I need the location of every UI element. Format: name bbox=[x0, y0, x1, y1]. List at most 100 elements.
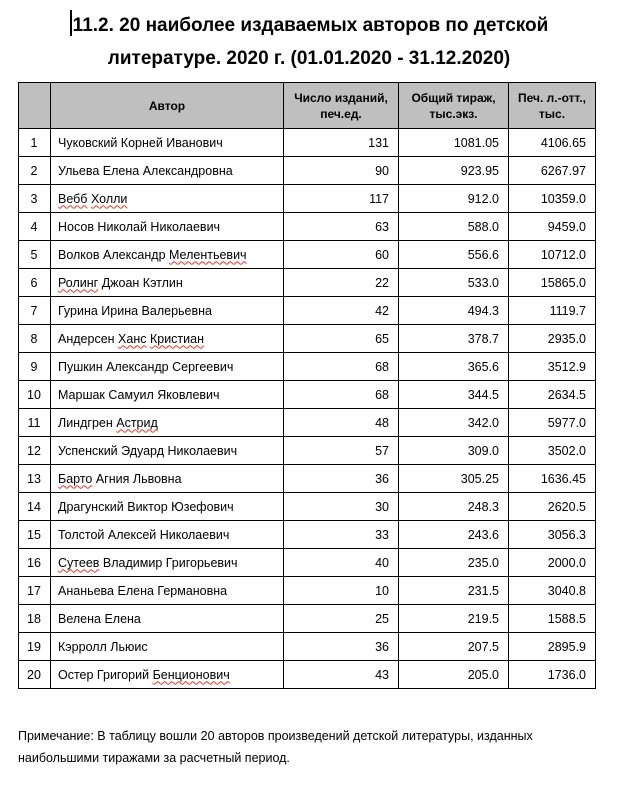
row-rank: 7 bbox=[18, 296, 51, 325]
misspelled-word: Барто bbox=[58, 471, 93, 486]
printed-sheets-cell: 3512.9 bbox=[508, 352, 596, 381]
header-editions: Число изданий, печ.ед. bbox=[283, 82, 399, 129]
editions-count-cell: 10 bbox=[283, 576, 399, 605]
title-text: 11.2. 20 наиболее издаваемых авторов по … bbox=[72, 15, 549, 69]
authors-table: Автор Число изданий, печ.ед. Общий тираж… bbox=[18, 82, 596, 689]
row-rank: 11 bbox=[18, 408, 51, 437]
misspelled-word: Холли bbox=[90, 191, 128, 206]
circulation-cell: 248.3 bbox=[398, 492, 509, 521]
row-rank: 20 bbox=[18, 660, 51, 689]
header-circulation: Общий тираж, тыс.экз. bbox=[398, 82, 509, 129]
author-name-cell: Ульева Елена Александровна bbox=[50, 156, 284, 185]
row-rank: 9 bbox=[18, 352, 51, 381]
editions-count-cell: 33 bbox=[283, 520, 399, 549]
header-rank bbox=[18, 82, 51, 129]
author-name-cell: Пушкин Александр Сергеевич bbox=[50, 352, 284, 381]
printed-sheets-cell: 3040.8 bbox=[508, 576, 596, 605]
circulation-cell: 235.0 bbox=[398, 548, 509, 577]
author-name-text: Линдгрен bbox=[58, 415, 117, 430]
table-row: 18 Велена Елена 25 219.5 1588.5 bbox=[18, 604, 596, 633]
circulation-cell: 219.5 bbox=[398, 604, 509, 633]
header-author: Автор bbox=[50, 82, 284, 129]
misspelled-word: Вебб bbox=[58, 191, 88, 206]
editions-count-cell: 43 bbox=[283, 660, 399, 689]
printed-sheets-cell: 15865.0 bbox=[508, 268, 596, 297]
table-row: 13 Барто Агния Львовна 36 305.25 1636.45 bbox=[18, 464, 596, 493]
row-rank: 10 bbox=[18, 380, 51, 409]
editions-count-cell: 117 bbox=[283, 184, 399, 213]
author-name-text: Чуковский Корней Иванович bbox=[58, 135, 223, 150]
editions-count-cell: 63 bbox=[283, 212, 399, 241]
row-rank: 12 bbox=[18, 436, 51, 465]
author-name-cell: Носов Николай Николаевич bbox=[50, 212, 284, 241]
editions-count-cell: 36 bbox=[283, 632, 399, 661]
circulation-cell: 344.5 bbox=[398, 380, 509, 409]
author-name-text: Владимир Григорьевич bbox=[99, 555, 238, 570]
footnote: Примечание: В таблицу вошли 20 авторов п… bbox=[18, 729, 533, 765]
editions-count-cell: 42 bbox=[283, 296, 399, 325]
table-row: 10 Маршак Самуил Яковлевич 68 344.5 2634.5 bbox=[18, 380, 596, 409]
printed-sheets-cell: 5977.0 bbox=[508, 408, 596, 437]
circulation-cell: 494.3 bbox=[398, 296, 509, 325]
editions-count-cell: 131 bbox=[283, 128, 399, 157]
misspelled-word: Астрид bbox=[116, 415, 158, 430]
printed-sheets-cell: 2634.5 bbox=[508, 380, 596, 409]
printed-sheets-cell: 1588.5 bbox=[508, 604, 596, 633]
editions-count-cell: 22 bbox=[283, 268, 399, 297]
row-rank: 17 bbox=[18, 576, 51, 605]
author-name-text: Джоан Кэтлин bbox=[98, 275, 183, 290]
author-name-cell: Ананьева Елена Германовна bbox=[50, 576, 284, 605]
author-name-text: Носов Николай Николаевич bbox=[58, 219, 221, 234]
row-rank: 18 bbox=[18, 604, 51, 633]
author-name-cell: Линдгрен Астрид bbox=[50, 408, 284, 437]
author-name-text: Андерсен bbox=[58, 331, 119, 346]
printed-sheets-cell: 9459.0 bbox=[508, 212, 596, 241]
table-row: 2 Ульева Елена Александровна 90 923.95 6267.… bbox=[18, 156, 596, 185]
circulation-cell: 923.95 bbox=[398, 156, 509, 185]
circulation-cell: 1081.05 bbox=[398, 128, 509, 157]
table-row: 20 Остер Григорий Бенционович 43 205.0 1736.… bbox=[18, 660, 596, 689]
row-rank: 3 bbox=[18, 184, 51, 213]
table-row: 1 Чуковский Корней Иванович 131 1081.05 4106… bbox=[18, 128, 596, 157]
document-page: 11.2. 20 наиболее издаваемых авторов по … bbox=[0, 9, 618, 769]
row-rank: 15 bbox=[18, 520, 51, 549]
printed-sheets-cell: 2895.9 bbox=[508, 632, 596, 661]
table-row: 6 Ролинг Джоан Кэтлин 22 533.0 15865.0 bbox=[18, 268, 596, 297]
document-title: 11.2. 20 наиболее издаваемых авторов по … bbox=[14, 9, 604, 75]
editions-count-cell: 57 bbox=[283, 436, 399, 465]
editions-count-cell: 68 bbox=[283, 352, 399, 381]
author-name-cell: Ролинг Джоан Кэтлин bbox=[50, 268, 284, 297]
editions-count-cell: 40 bbox=[283, 548, 399, 577]
row-rank: 5 bbox=[18, 240, 51, 269]
author-name-cell: Толстой Алексей Николаевич bbox=[50, 520, 284, 549]
author-name-text: Кэрролл Льюис bbox=[58, 639, 148, 654]
row-rank: 2 bbox=[18, 156, 51, 185]
table-row: 16 Сутеев Владимир Григорьевич 40 235.0 2000… bbox=[18, 548, 596, 577]
author-name-text: Ульева Елена Александровна bbox=[58, 163, 233, 178]
author-name-text: Маршак Самуил Яковлевич bbox=[58, 387, 220, 402]
circulation-cell: 231.5 bbox=[398, 576, 509, 605]
row-rank: 13 bbox=[18, 464, 51, 493]
table-row: 15 Толстой Алексей Николаевич 33 243.6 3056.… bbox=[18, 520, 596, 549]
row-rank: 16 bbox=[18, 548, 51, 577]
table-row: 19 Кэрролл Льюис 36 207.5 2895.9 bbox=[18, 632, 596, 661]
author-name-cell: Гурина Ирина Валерьевна bbox=[50, 296, 284, 325]
text-cursor-caret[interactable] bbox=[69, 10, 72, 36]
row-rank: 1 bbox=[18, 128, 51, 157]
author-name-text: Драгунский Виктор Юзефович bbox=[58, 499, 234, 514]
row-rank: 19 bbox=[18, 632, 51, 661]
author-name-cell: Драгунский Виктор Юзефович bbox=[50, 492, 284, 521]
printed-sheets-cell: 10712.0 bbox=[508, 240, 596, 269]
circulation-cell: 912.0 bbox=[398, 184, 509, 213]
table-row: 3 Вебб Холли 117 912.0 10359.0 bbox=[18, 184, 596, 213]
printed-sheets-cell: 3056.3 bbox=[508, 520, 596, 549]
printed-sheets-cell: 6267.97 bbox=[508, 156, 596, 185]
misspelled-word: Ханс bbox=[118, 331, 147, 346]
table-row: 4 Носов Николай Николаевич 63 588.0 9459.0 bbox=[18, 212, 596, 241]
circulation-cell: 365.6 bbox=[398, 352, 509, 381]
author-name-cell: Барто Агния Львовна bbox=[50, 464, 284, 493]
author-name-cell: Маршак Самуил Яковлевич bbox=[50, 380, 284, 409]
printed-sheets-cell: 4106.65 bbox=[508, 128, 596, 157]
printed-sheets-cell: 1636.45 bbox=[508, 464, 596, 493]
row-rank: 14 bbox=[18, 492, 51, 521]
